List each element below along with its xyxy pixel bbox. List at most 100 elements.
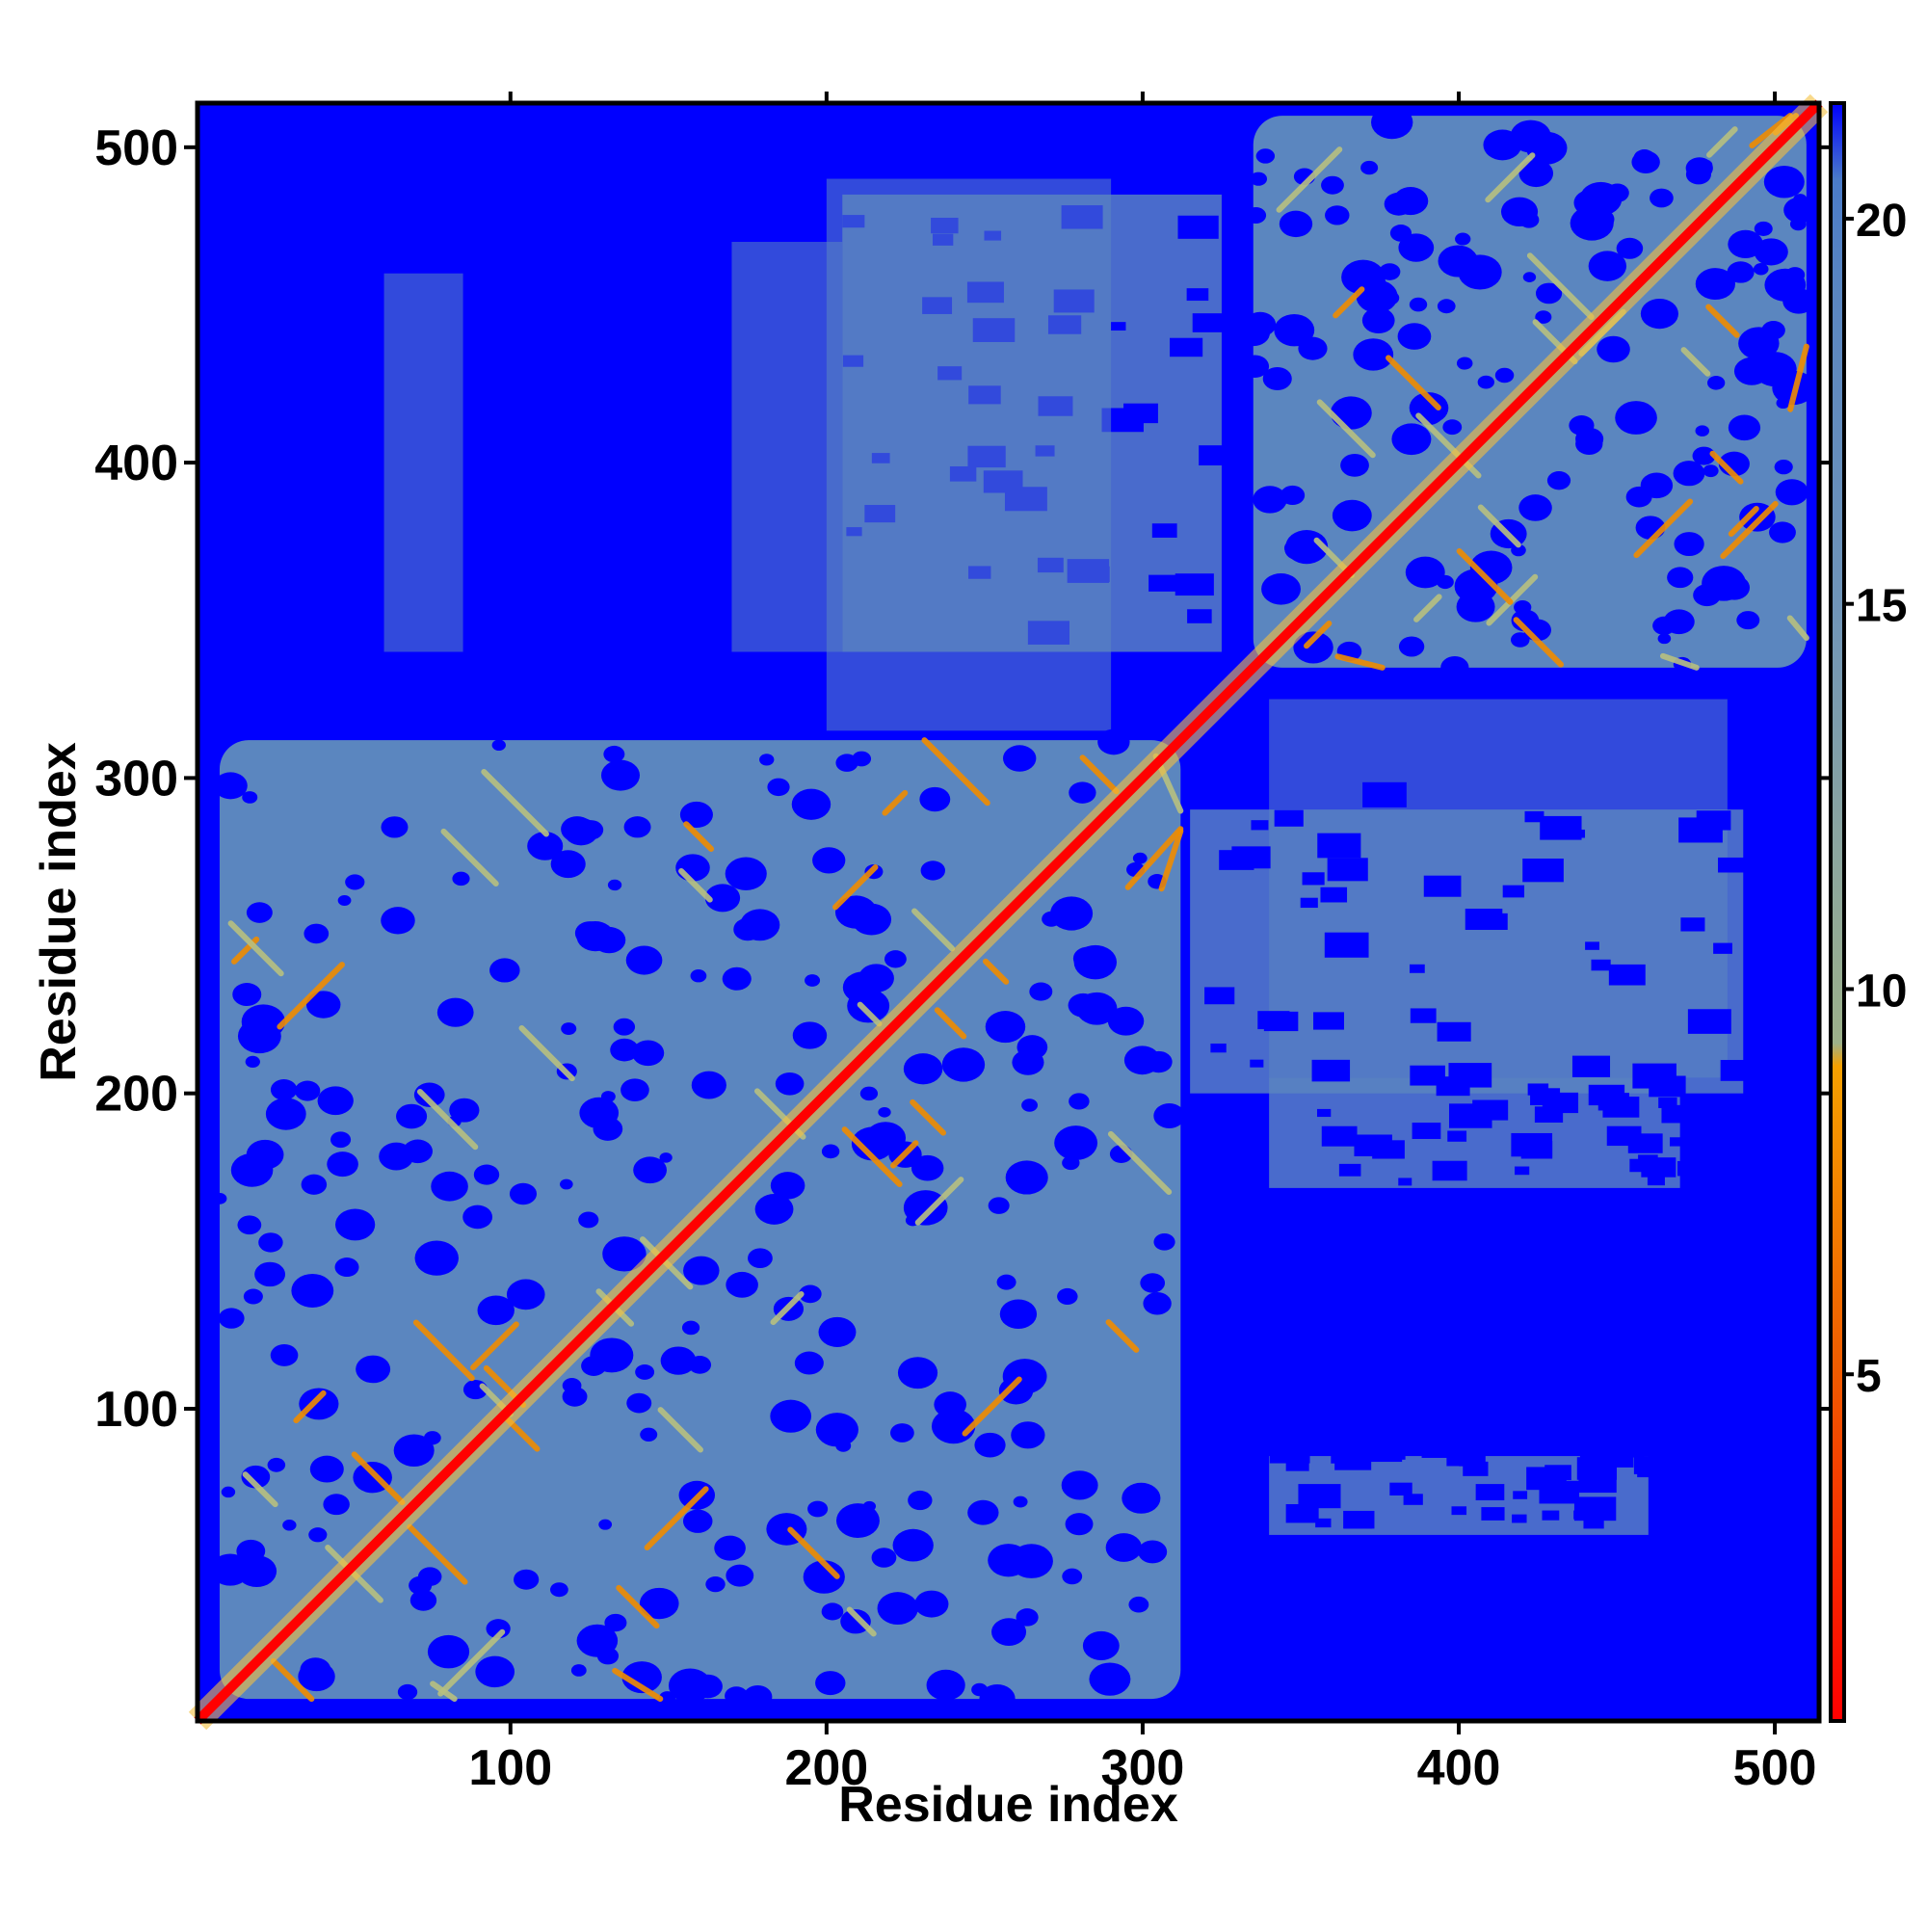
- non-contact-hole: [598, 1519, 613, 1530]
- contact-streak: [678, 868, 713, 903]
- block-gap: [1539, 1480, 1580, 1504]
- non-contact-hole: [652, 1597, 668, 1609]
- non-contact-hole: [635, 1363, 655, 1380]
- block-gap: [1591, 959, 1611, 971]
- non-contact-hole: [1062, 1568, 1083, 1585]
- non-contact-hole: [550, 850, 586, 879]
- block-gap: [1317, 833, 1361, 859]
- non-contact-hole: [477, 1295, 515, 1326]
- non-contact-hole: [1707, 376, 1726, 390]
- non-contact-hole: [1076, 992, 1118, 1025]
- contact-streak: [857, 1001, 883, 1027]
- block-gap: [1512, 1514, 1527, 1523]
- x-tick-label: 200: [784, 1740, 868, 1796]
- block-gap: [1410, 1008, 1437, 1023]
- non-contact-hole: [999, 1299, 1038, 1330]
- non-contact-hole: [1153, 1102, 1185, 1128]
- contact-streak: [412, 1319, 475, 1382]
- contact-streak: [1276, 146, 1343, 213]
- contact-streak: [1706, 126, 1738, 158]
- non-contact-hole: [304, 923, 330, 944]
- axes: 100 200 300 400 500 100 200 300 400 500: [94, 92, 1831, 1796]
- non-contact-hole: [1703, 464, 1719, 478]
- contact-streak: [470, 1321, 519, 1371]
- non-contact-hole: [403, 1139, 434, 1164]
- block-gap: [1338, 1163, 1361, 1177]
- non-contact-hole: [1511, 543, 1526, 557]
- non-contact-hole: [1754, 221, 1773, 236]
- contact-streak: [921, 737, 990, 807]
- non-contact-hole: [726, 1271, 758, 1298]
- non-contact-hole: [681, 1320, 700, 1336]
- non-contact-hole: [1279, 210, 1313, 238]
- non-contact-hole: [791, 788, 832, 820]
- non-contact-hole: [1089, 1662, 1131, 1696]
- contact-streak: [1107, 1130, 1173, 1196]
- non-contact-hole: [1240, 355, 1270, 378]
- non-contact-hole: [1244, 311, 1277, 337]
- colorbar-tick-label: 15: [1856, 581, 1907, 632]
- non-contact-hole: [1360, 160, 1379, 175]
- colorbar: 5 10 15 20: [1829, 101, 1907, 1723]
- non-contact-hole: [381, 907, 415, 935]
- non-contact-hole: [1667, 567, 1694, 589]
- non-contact-hole: [688, 1356, 712, 1374]
- non-contact-hole: [621, 1661, 662, 1694]
- non-contact-hole: [1021, 1098, 1038, 1112]
- non-contact-hole: [812, 847, 846, 874]
- non-contact-hole: [1793, 194, 1808, 205]
- non-contact-hole: [600, 759, 641, 791]
- contact-streak: [832, 864, 879, 911]
- y-tick-label: 100: [94, 1382, 178, 1438]
- non-contact-hole: [794, 1351, 824, 1375]
- x-tick-label: 400: [1417, 1740, 1501, 1796]
- non-contact-hole: [561, 1022, 577, 1035]
- contact-streak: [616, 1584, 660, 1629]
- non-contact-hole: [1050, 896, 1094, 931]
- block-gap: [1389, 1482, 1412, 1495]
- non-contact-hole: [602, 1236, 647, 1272]
- non-contact-hole: [1650, 188, 1674, 208]
- contact-streak: [1333, 286, 1365, 319]
- block-gap: [1718, 857, 1745, 873]
- non-contact-hole: [1736, 611, 1760, 630]
- block-gap: [1513, 1491, 1528, 1499]
- block-gap: [1436, 1076, 1470, 1097]
- non-contact-hole: [803, 1560, 845, 1594]
- block-gap: [1423, 875, 1462, 897]
- contact-streak: [846, 1606, 877, 1637]
- contact-streak: [1105, 1319, 1140, 1353]
- contact-streak: [1720, 500, 1779, 560]
- contact-streak: [416, 1089, 479, 1151]
- non-contact-hole: [1458, 254, 1502, 290]
- non-contact-hole: [218, 1308, 245, 1329]
- non-contact-hole: [1695, 425, 1710, 437]
- block-gap: [1608, 964, 1646, 986]
- contact-streak: [910, 1098, 947, 1136]
- non-contact-hole: [1783, 197, 1816, 224]
- non-contact-hole: [908, 1490, 933, 1511]
- non-contact-hole: [743, 1685, 773, 1708]
- block-gap: [1412, 1123, 1441, 1140]
- non-contact-hole: [1483, 129, 1522, 161]
- contact-streak: [1477, 504, 1521, 548]
- non-contact-hole: [1097, 728, 1130, 755]
- non-contact-hole: [270, 1344, 299, 1366]
- block-gap: [1720, 1059, 1757, 1081]
- block-gap: [1475, 1484, 1505, 1501]
- non-contact-hole: [267, 1457, 286, 1472]
- non-contact-hole: [660, 1346, 697, 1375]
- block-gap: [1398, 1178, 1412, 1186]
- non-contact-hole: [1057, 1287, 1078, 1306]
- non-contact-hole: [1774, 459, 1793, 475]
- non-contact-hole: [1293, 631, 1333, 664]
- contact-streak: [1526, 252, 1595, 320]
- non-contact-hole: [1526, 131, 1568, 165]
- non-contact-hole: [1020, 1053, 1035, 1065]
- block-gap: [1231, 846, 1271, 869]
- block-gap: [1313, 1012, 1344, 1030]
- non-contact-hole: [1062, 1155, 1080, 1171]
- y-tick-label: 300: [94, 751, 178, 807]
- non-contact-hole: [1570, 205, 1614, 241]
- non-contact-hole: [633, 1156, 667, 1184]
